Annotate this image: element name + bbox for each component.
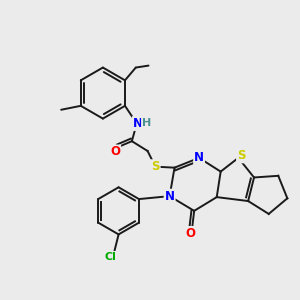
Text: N: N [165, 190, 175, 202]
Text: H: H [142, 118, 151, 128]
Text: N: N [133, 117, 143, 130]
Text: O: O [110, 146, 120, 158]
Text: N: N [194, 152, 204, 164]
Text: Cl: Cl [105, 252, 117, 262]
Text: O: O [185, 227, 195, 240]
Text: S: S [237, 149, 245, 162]
Text: S: S [151, 160, 160, 173]
